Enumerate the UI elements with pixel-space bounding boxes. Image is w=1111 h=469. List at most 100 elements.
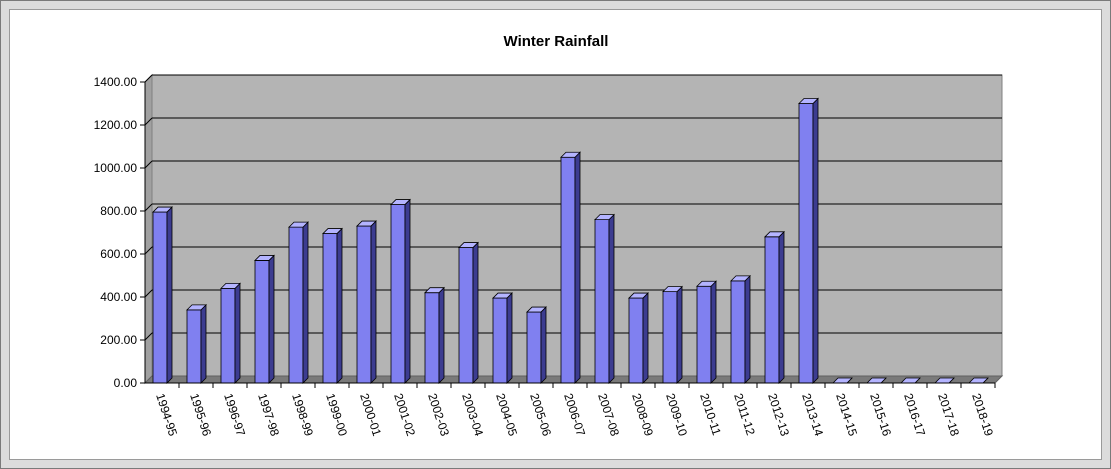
y-tick-label: 200.00 bbox=[100, 333, 137, 347]
y-axis: 0.00 200.00 400.00 600.00 800.00 1000.00 1200.… bbox=[94, 75, 146, 390]
bar-top bbox=[764, 231, 785, 238]
gridline-side bbox=[144, 246, 153, 255]
bar-side bbox=[608, 213, 615, 384]
gridline-side bbox=[144, 74, 153, 83]
bar bbox=[696, 280, 717, 384]
bar bbox=[220, 282, 241, 384]
bar bbox=[458, 241, 479, 384]
y-tick-label: 1400.00 bbox=[94, 75, 138, 89]
bar-side bbox=[676, 285, 683, 384]
bar-series bbox=[152, 97, 989, 384]
bar-side bbox=[472, 241, 479, 384]
bar-side bbox=[438, 286, 445, 384]
x-axis: 1994-95 1995-96 1996-97 1997-98 1998-99 1999-… bbox=[145, 382, 996, 439]
bar-front bbox=[492, 297, 508, 384]
bar-top bbox=[594, 214, 615, 221]
bar-front bbox=[730, 280, 746, 384]
bar bbox=[492, 292, 513, 384]
bar-top bbox=[798, 98, 819, 104]
bar-side bbox=[710, 280, 717, 384]
bar bbox=[764, 230, 785, 384]
x-tick-label: 2002-03 bbox=[425, 392, 452, 439]
bar-front bbox=[322, 233, 338, 384]
y-tick-label: 0.00 bbox=[114, 376, 138, 390]
x-tick-label: 1996-97 bbox=[221, 392, 248, 439]
bar-top bbox=[696, 280, 717, 287]
bar bbox=[390, 198, 411, 384]
x-tick-label: 2010-11 bbox=[697, 392, 724, 438]
bar-top bbox=[662, 286, 683, 293]
x-tick-label: 1999-00 bbox=[323, 392, 350, 439]
bar-top bbox=[492, 292, 513, 299]
bar-side bbox=[642, 292, 649, 384]
bar bbox=[152, 206, 173, 384]
bar-front bbox=[696, 285, 712, 384]
bar bbox=[560, 151, 581, 384]
x-tick-label: 2006-07 bbox=[561, 392, 588, 439]
x-tick-label: 2015-16 bbox=[867, 392, 894, 439]
bar-top bbox=[152, 206, 173, 213]
bar-front bbox=[764, 236, 780, 384]
bar-front bbox=[186, 309, 202, 384]
bar-front bbox=[628, 297, 644, 384]
bar bbox=[594, 213, 615, 384]
x-tick-label: 2001-02 bbox=[391, 392, 418, 439]
bar-top bbox=[390, 199, 411, 205]
bar-side bbox=[744, 274, 751, 384]
bar-front bbox=[254, 260, 270, 384]
x-tick-label: 2016-17 bbox=[901, 392, 928, 439]
bar-side bbox=[778, 230, 785, 384]
bar-side bbox=[200, 303, 207, 384]
bar-top bbox=[254, 255, 275, 261]
bar-side bbox=[540, 306, 547, 384]
x-tick-label: 2012-13 bbox=[765, 392, 792, 439]
x-tick-label: 2011-12 bbox=[731, 392, 758, 438]
x-tick-label: 1995-96 bbox=[187, 392, 214, 439]
bar bbox=[356, 220, 377, 384]
bar-front bbox=[458, 247, 474, 384]
bar-top bbox=[628, 292, 649, 299]
y-tick-label: 1000.00 bbox=[94, 161, 138, 175]
chart-title: Winter Rainfall bbox=[504, 33, 609, 50]
bar-top bbox=[356, 220, 377, 227]
bar bbox=[322, 227, 343, 384]
bar bbox=[662, 285, 683, 384]
bar-front bbox=[798, 103, 814, 384]
bar-top bbox=[458, 242, 479, 248]
gridline-side bbox=[144, 160, 153, 169]
bar-top bbox=[730, 275, 751, 282]
bar-front bbox=[594, 219, 610, 384]
bar bbox=[424, 286, 445, 384]
x-tick-label: 1994-95 bbox=[153, 392, 180, 439]
gridline-side bbox=[144, 289, 153, 298]
gridline-side bbox=[144, 332, 153, 341]
bar bbox=[730, 274, 751, 384]
bar-side bbox=[812, 97, 819, 384]
bar-side bbox=[234, 282, 241, 384]
x-tick-label: 1997-98 bbox=[255, 392, 282, 439]
bar-front bbox=[424, 292, 440, 384]
bar-front bbox=[152, 211, 168, 384]
y-tick-label: 400.00 bbox=[100, 290, 137, 304]
x-tick-label: 2018-19 bbox=[969, 392, 996, 439]
bar-front bbox=[526, 311, 542, 384]
y-tick-label: 600.00 bbox=[100, 247, 137, 261]
x-tick-label: 2014-15 bbox=[833, 392, 860, 439]
bar bbox=[288, 221, 309, 384]
x-tick-label: 2013-14 bbox=[799, 392, 826, 439]
bar-side bbox=[302, 221, 309, 384]
bar-top bbox=[560, 151, 581, 158]
bar-side bbox=[404, 198, 411, 384]
x-tick-label: 2009-10 bbox=[663, 392, 690, 439]
bar bbox=[628, 292, 649, 384]
x-tick-label: 2003-04 bbox=[459, 392, 486, 439]
bar-front bbox=[288, 226, 304, 384]
bar-side bbox=[506, 292, 513, 384]
bar-front bbox=[662, 291, 678, 384]
gridline-side bbox=[144, 117, 153, 126]
bar-front bbox=[356, 225, 372, 384]
bar-side bbox=[268, 254, 275, 384]
x-tick-label: 2005-06 bbox=[527, 392, 554, 439]
x-tick-label: 2017-18 bbox=[935, 392, 962, 439]
chart-area: 0.00 200.00 400.00 600.00 800.00 1000.00 1200.… bbox=[9, 9, 1102, 460]
